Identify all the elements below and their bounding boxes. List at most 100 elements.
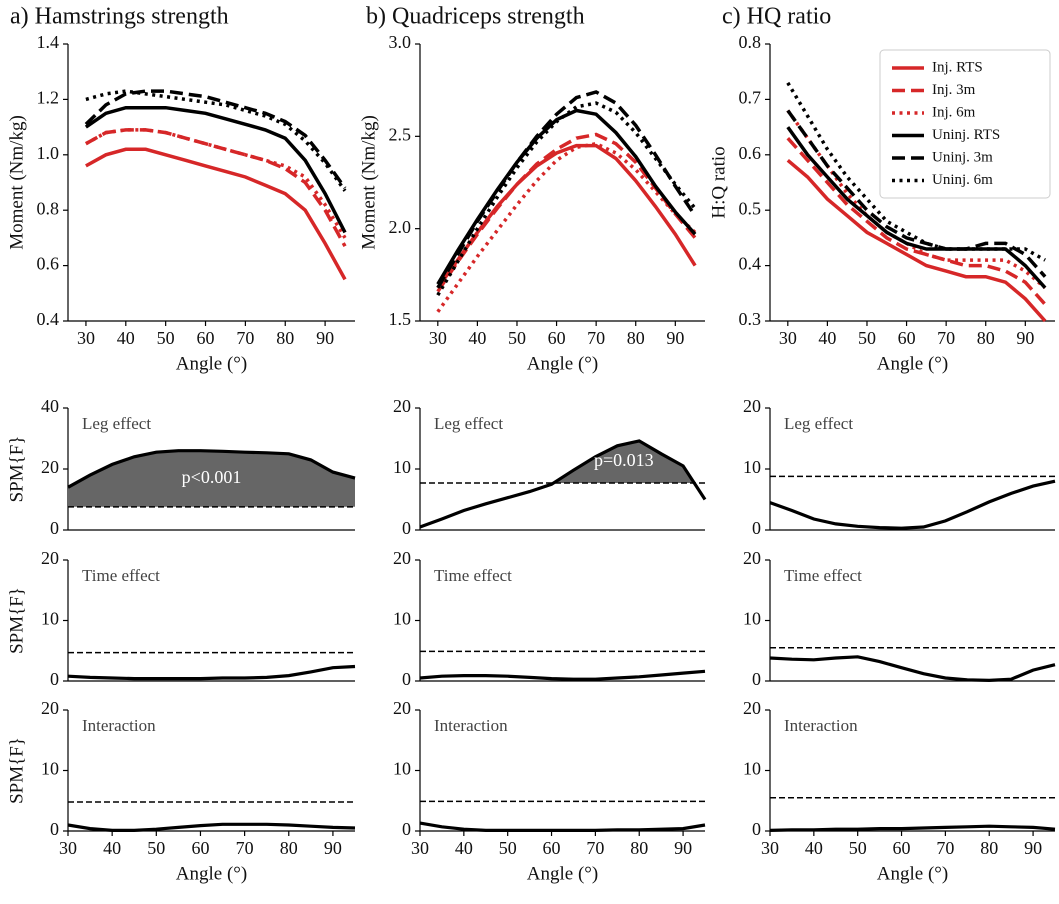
x-tick-label: 90 [1016,328,1034,348]
p-value: p<0.001 [182,467,242,487]
x-tick-label: 50 [499,838,517,858]
x-tick-label: 90 [324,838,342,858]
legend-label: Inj. 3m [932,82,976,98]
y-tick-label: 40 [41,396,59,416]
series-line [85,128,347,239]
panel-subtitle: Leg effect [784,414,853,433]
x-tick-label: 70 [587,328,605,348]
y-tick-label: 3.0 [389,32,412,52]
y-tick-label: 0.6 [37,254,60,274]
x-tick-label: 50 [858,328,876,348]
series-line [436,108,697,285]
y-axis-label: H:Q ratio [708,146,729,218]
y-tick-label: 10 [393,457,411,477]
y-tick-label: 1.5 [389,309,412,329]
y-tick-label: 0 [50,669,59,689]
x-tick-label: 90 [666,328,684,348]
panel-subtitle: Interaction [434,716,508,735]
series-line [84,105,347,234]
x-tick-label: 60 [898,328,916,348]
legend-label: Inj. RTS [932,59,983,75]
series-line [436,101,697,296]
x-axis-label: Angle (°) [527,353,598,374]
legend-label: Inj. 6m [932,104,976,120]
x-tick-label: 80 [980,838,998,858]
y-tick-label: 0.6 [739,143,762,163]
y-tick-label: 0.5 [739,198,762,218]
legend-label: Uninj. RTS [932,127,1000,143]
y-tick-label: 0 [752,518,761,538]
y-tick-label: 10 [41,759,59,779]
x-tick-label: 70 [936,838,954,858]
x-tick-label: 70 [586,838,604,858]
y-tick-label: 0.8 [739,32,762,52]
x-tick-label: 90 [1024,838,1042,858]
x-tick-label: 40 [805,838,823,858]
spm-curve [769,824,1056,832]
panel-subtitle: Interaction [784,716,858,735]
x-tick-label: 30 [761,838,779,858]
cluster [553,440,695,483]
legend-box [879,49,1051,199]
y-tick-label: 0.7 [739,88,762,108]
series-line [85,147,347,281]
series-line [436,141,697,313]
spm-curve [67,822,356,832]
series-line [436,90,697,289]
y-tick-label: 20 [743,396,761,416]
x-tick-label: 60 [893,838,911,858]
y-axis-label: SPM{F} [6,587,27,654]
panel-subtitle: Time effect [434,566,512,585]
y-axis-label: SPM{F} [6,737,27,804]
x-tick-label: 30 [77,328,95,348]
y-tick-label: 20 [41,548,59,568]
x-tick-label: 50 [508,328,526,348]
spm-curve [419,439,707,529]
x-axis-label: Angle (°) [877,863,948,884]
x-tick-label: 80 [276,328,294,348]
y-tick-label: 10 [743,609,761,629]
x-tick-label: 40 [103,838,121,858]
panel-title: a) Hamstrings strength [10,4,229,30]
x-tick-label: 80 [627,328,645,348]
x-tick-label: 80 [977,328,995,348]
series-line [786,109,1047,290]
cluster [68,450,355,507]
x-tick-label: 90 [674,838,692,858]
y-tick-label: 0 [50,518,59,538]
spm-curve [67,449,356,489]
y-tick-label: 0 [50,819,59,839]
spm-curve [769,655,1056,683]
x-tick-label: 70 [937,328,955,348]
spm-curve [419,821,706,832]
x-tick-label: 70 [236,328,254,348]
y-tick-label: 0 [402,669,411,689]
y-tick-label: 1.2 [37,88,60,108]
y-tick-label: 0 [402,819,411,839]
panel-subtitle: Leg effect [82,414,151,433]
x-axis-label: Angle (°) [176,353,247,374]
y-tick-label: 0 [402,518,411,538]
x-axis-label: Angle (°) [527,863,598,884]
series-line [85,128,347,248]
series-line [786,81,1046,262]
x-tick-label: 40 [468,328,486,348]
x-tick-label: 80 [630,838,648,858]
y-tick-label: 10 [41,609,59,629]
y-tick-label: 0.4 [37,309,60,329]
y-tick-label: 20 [41,698,59,718]
x-tick-label: 40 [818,328,836,348]
p-value: p=0.013 [594,450,654,470]
x-tick-label: 40 [117,328,135,348]
y-tick-label: 20 [41,457,59,477]
y-tick-label: 10 [393,609,411,629]
x-tick-label: 60 [191,838,209,858]
y-tick-label: 0 [752,819,761,839]
x-tick-label: 50 [157,328,175,348]
y-tick-label: 10 [743,759,761,779]
series-line [436,143,697,289]
x-tick-label: 90 [316,328,334,348]
x-tick-label: 50 [849,838,867,858]
y-tick-label: 0.3 [739,309,762,329]
